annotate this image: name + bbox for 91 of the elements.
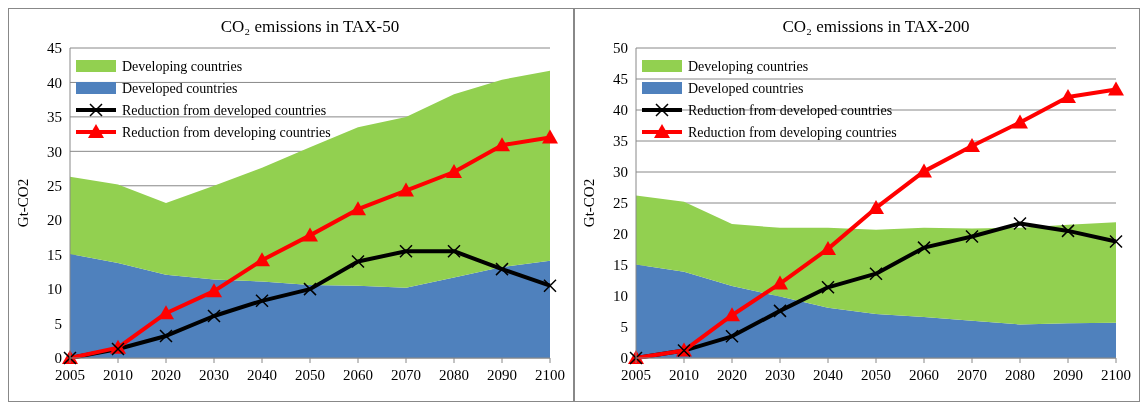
point bbox=[772, 275, 788, 290]
x-tick-label: 2050 bbox=[861, 367, 891, 383]
point bbox=[820, 240, 836, 255]
y-tick-label: 5 bbox=[54, 315, 62, 332]
point bbox=[1013, 216, 1027, 231]
point bbox=[351, 254, 365, 269]
point bbox=[446, 164, 462, 178]
x-tick-label: 2100 bbox=[1101, 367, 1131, 383]
y-tick-label: 50 bbox=[613, 40, 628, 57]
point bbox=[868, 199, 884, 214]
legend-label: Developed countries bbox=[122, 80, 238, 96]
x-tick-label: 2005 bbox=[621, 367, 651, 383]
point bbox=[350, 201, 366, 216]
point bbox=[254, 252, 270, 267]
point bbox=[916, 163, 932, 178]
y-tick-label: 0 bbox=[620, 350, 628, 367]
point bbox=[206, 283, 222, 298]
y-tick-label: 25 bbox=[47, 178, 62, 195]
x-tick-label: 2060 bbox=[343, 367, 373, 383]
y-tick-label: 20 bbox=[613, 226, 628, 243]
point bbox=[724, 307, 740, 322]
x-tick-label: 2040 bbox=[813, 367, 843, 383]
point bbox=[495, 262, 509, 276]
chart-title: CO₂ emissions in TAX-200 bbox=[782, 17, 970, 36]
x-tick-label: 2010 bbox=[103, 367, 133, 383]
point bbox=[773, 304, 787, 318]
point bbox=[399, 244, 413, 258]
point bbox=[447, 244, 461, 258]
y-axis-title: Gt-CO2 bbox=[581, 178, 597, 228]
x-tick-label: 2100 bbox=[535, 367, 565, 383]
point bbox=[821, 280, 835, 295]
point bbox=[869, 266, 883, 281]
point bbox=[917, 240, 931, 255]
legend-label: Reduction from developing countries bbox=[688, 124, 897, 140]
y-tick-label: 0 bbox=[54, 350, 62, 367]
point bbox=[398, 182, 414, 197]
x-tick-label: 2070 bbox=[391, 367, 421, 383]
x-tick-label: 2060 bbox=[909, 367, 939, 383]
legend-label: Developing countries bbox=[122, 58, 243, 74]
legend-label: Developed countries bbox=[688, 80, 804, 96]
y-tick-label: 15 bbox=[613, 257, 628, 274]
point bbox=[159, 329, 173, 343]
legend-label: Developing countries bbox=[688, 58, 809, 74]
y-tick-label: 5 bbox=[620, 319, 628, 336]
x-tick-label: 2030 bbox=[765, 367, 795, 383]
point bbox=[1109, 234, 1123, 249]
x-tick-label: 2070 bbox=[957, 367, 987, 383]
point bbox=[542, 129, 558, 144]
x-tick-label: 2090 bbox=[1053, 367, 1083, 383]
point bbox=[494, 137, 510, 152]
chart-title: CO₂ emissions in TAX-50 bbox=[220, 17, 400, 36]
point bbox=[302, 227, 318, 242]
point bbox=[1012, 114, 1028, 129]
x-tick-label: 2080 bbox=[1005, 367, 1035, 383]
x-tick-label: 2090 bbox=[487, 367, 517, 383]
point bbox=[1108, 81, 1124, 96]
y-tick-label: 45 bbox=[47, 40, 62, 57]
legend-label: Reduction from developed countries bbox=[122, 102, 327, 118]
y-tick-label: 40 bbox=[47, 74, 62, 91]
point bbox=[964, 137, 980, 152]
y-tick-label: 30 bbox=[47, 143, 62, 160]
x-tick-label: 2050 bbox=[295, 367, 325, 383]
x-tick-label: 2040 bbox=[247, 367, 277, 383]
x-tick-label: 2005 bbox=[55, 367, 85, 383]
point bbox=[1061, 224, 1075, 238]
x-tick-label: 2080 bbox=[439, 367, 469, 383]
point bbox=[255, 294, 269, 308]
y-tick-label: 10 bbox=[613, 288, 628, 305]
point bbox=[207, 309, 221, 323]
point bbox=[543, 278, 557, 293]
x-tick-label: 2030 bbox=[199, 367, 229, 383]
x-tick-label: 2010 bbox=[669, 367, 699, 383]
y-tick-label: 15 bbox=[47, 246, 62, 263]
y-tick-label: 35 bbox=[47, 109, 62, 126]
y-tick-label: 20 bbox=[47, 212, 62, 229]
point bbox=[303, 282, 317, 296]
legend-label: Reduction from developed countries bbox=[688, 102, 893, 118]
y-tick-label: 35 bbox=[613, 133, 628, 150]
y-axis-title: Gt-CO2 bbox=[15, 178, 31, 228]
y-tick-label: 10 bbox=[47, 281, 62, 298]
point bbox=[158, 305, 174, 320]
y-tick-label: 45 bbox=[613, 71, 628, 88]
x-tick-label: 2020 bbox=[717, 367, 747, 383]
point bbox=[1060, 88, 1076, 103]
point bbox=[965, 229, 979, 244]
y-tick-label: 30 bbox=[613, 164, 628, 181]
point bbox=[725, 329, 739, 344]
legend-label: Reduction from developing countries bbox=[122, 124, 331, 140]
y-tick-label: 25 bbox=[613, 195, 628, 212]
x-tick-label: 2020 bbox=[151, 367, 181, 383]
y-tick-label: 40 bbox=[613, 102, 628, 119]
